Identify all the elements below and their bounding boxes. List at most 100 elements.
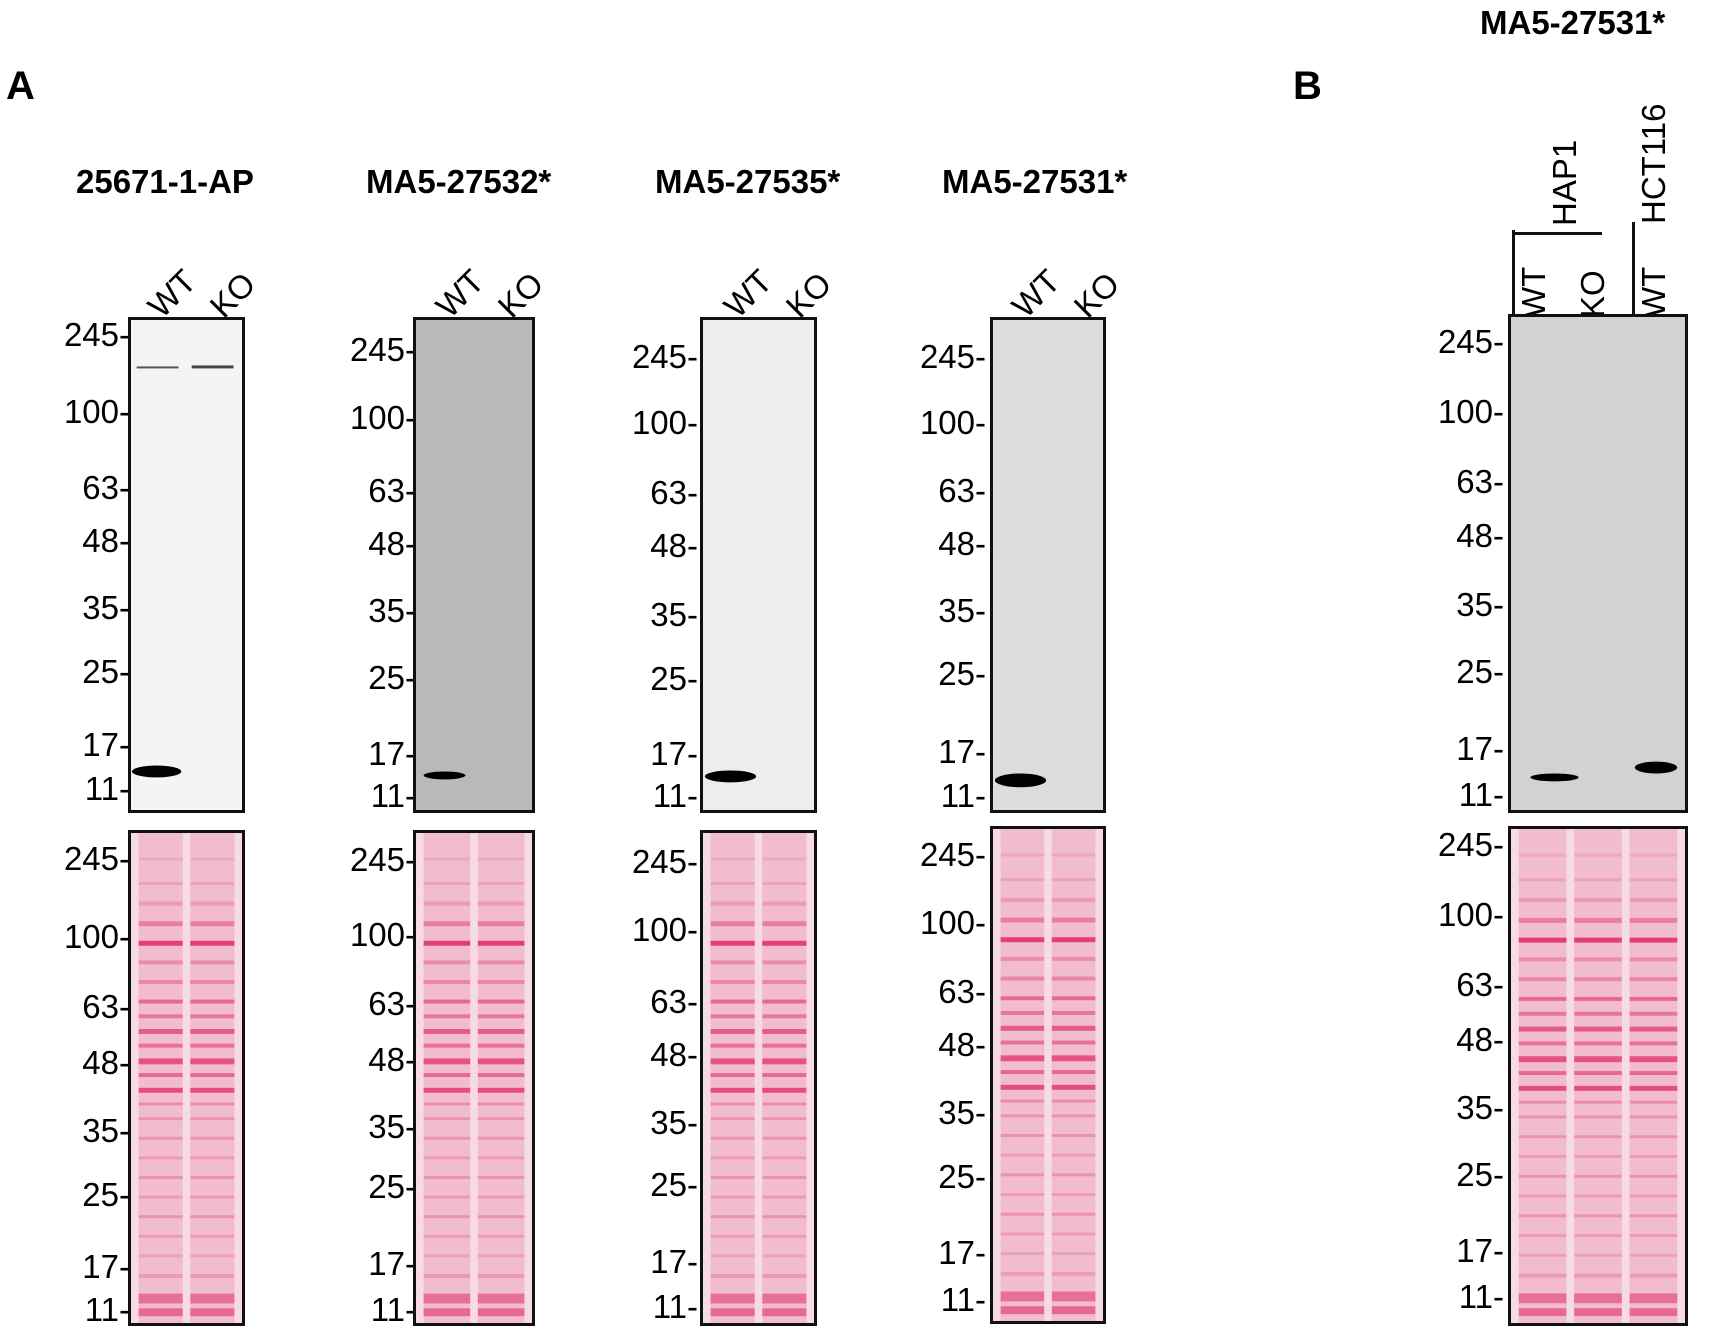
stain-band [190, 1308, 235, 1317]
stain-band [423, 1254, 471, 1258]
blot-bands [1530, 761, 1678, 782]
stain-band [710, 1176, 755, 1179]
stain-band [138, 901, 183, 906]
stain-band [1574, 1194, 1622, 1198]
stain-band [190, 1195, 235, 1199]
stain-band [477, 960, 525, 965]
stain-band [138, 1087, 183, 1093]
stain-marker-245: 245- [919, 836, 986, 873]
stain-band [1629, 1011, 1678, 1016]
stain-band [423, 1308, 471, 1317]
stain-band [1000, 1153, 1045, 1157]
ponceau-stain [990, 826, 1106, 1324]
stain-marker-35: 35- [650, 1104, 698, 1141]
stain-band [477, 1058, 525, 1065]
stain-band [1518, 1293, 1567, 1304]
stain-band [762, 901, 807, 906]
stain-band [423, 960, 471, 965]
stain-band [710, 1156, 755, 1160]
marker-35: 35- [938, 592, 986, 629]
stain-band [1574, 1100, 1622, 1104]
western-blot [700, 317, 817, 813]
western-blot [990, 317, 1106, 813]
stain-band [1629, 1293, 1678, 1304]
stain-band [1629, 1115, 1678, 1119]
stain-band [1574, 1026, 1622, 1032]
panel-label-b: B [1293, 64, 1322, 108]
marker-11: 11- [1458, 776, 1504, 813]
stain-band [423, 1058, 471, 1065]
stain-marker-25: 25- [82, 1176, 130, 1213]
stain-band [1051, 1070, 1096, 1075]
stain-band [762, 1293, 807, 1304]
stain-marker-100: 100- [631, 911, 698, 948]
stain-band [190, 980, 235, 984]
stain-band [1051, 1232, 1096, 1236]
stain-band [1000, 956, 1045, 961]
stain-band [190, 1117, 235, 1121]
stain-band [138, 1195, 183, 1199]
stain-band [1051, 1271, 1096, 1276]
stain-band [477, 1029, 525, 1034]
ponceau-stain [128, 830, 245, 1326]
stain-band [1629, 1026, 1678, 1032]
cell-line-hct116: HCT116 [1635, 103, 1672, 224]
stain-band [1518, 1056, 1567, 1063]
stain-band [1518, 1085, 1567, 1091]
stain-marker-245: 245- [631, 843, 698, 880]
stain-marker-17: 17- [368, 1245, 416, 1282]
stain-band [477, 1293, 525, 1304]
antibody-title: MA5-27531* [942, 163, 1128, 200]
hap1-bracket [1512, 232, 1602, 235]
stain-band [190, 940, 235, 946]
stain-band [762, 857, 807, 861]
stain-band [423, 857, 471, 861]
stain-band [138, 960, 183, 965]
stain-band [138, 1274, 183, 1278]
stain-band [1051, 976, 1096, 981]
stain-marker-63: 63- [82, 988, 130, 1025]
stain-band [423, 1073, 471, 1078]
stain-band [762, 960, 807, 965]
stain-marker-63: 63- [938, 973, 986, 1010]
stain-band [762, 1136, 807, 1140]
stain-band [138, 1234, 183, 1238]
stain-band [423, 940, 471, 946]
lane-label-wt: WT [1004, 262, 1068, 325]
stain-band [710, 1308, 755, 1317]
stain-band [138, 1156, 183, 1160]
stain-band [1574, 1273, 1622, 1278]
stain-band [1000, 976, 1045, 981]
marker-35: 35- [368, 592, 416, 629]
stain-band [138, 1215, 183, 1219]
marker-35: 35- [82, 589, 130, 626]
stain-marker-48: 48- [82, 1044, 130, 1081]
marker-25: 25- [368, 659, 416, 696]
stain-band [1518, 1011, 1567, 1016]
marker-25: 25- [650, 660, 698, 697]
stain-band [1518, 957, 1567, 962]
stain-band [138, 882, 183, 885]
stain-band [1574, 1253, 1622, 1257]
stain-band [1000, 1099, 1045, 1103]
stain-band [710, 921, 755, 927]
stain-band [1574, 1085, 1622, 1091]
blot-bands [131, 365, 234, 778]
stain-band [1518, 996, 1567, 1001]
stain-band [477, 857, 525, 861]
stain-band [1574, 957, 1622, 962]
stain-lane [423, 833, 471, 1323]
marker-17: 17- [82, 726, 130, 763]
stain-band [710, 1073, 755, 1078]
lane-label-wt: WT [428, 262, 492, 325]
stain-band [1051, 1212, 1096, 1216]
stain-band [423, 1136, 471, 1140]
stain-band [1574, 917, 1622, 923]
band-12kda-wt-hct116 [1634, 761, 1678, 774]
stain-band [477, 980, 525, 984]
stain-band [1000, 1011, 1045, 1015]
stain-band [138, 999, 183, 1004]
stain-band [477, 1073, 525, 1078]
stain-band [710, 1043, 755, 1048]
stain-band [1629, 1194, 1678, 1198]
